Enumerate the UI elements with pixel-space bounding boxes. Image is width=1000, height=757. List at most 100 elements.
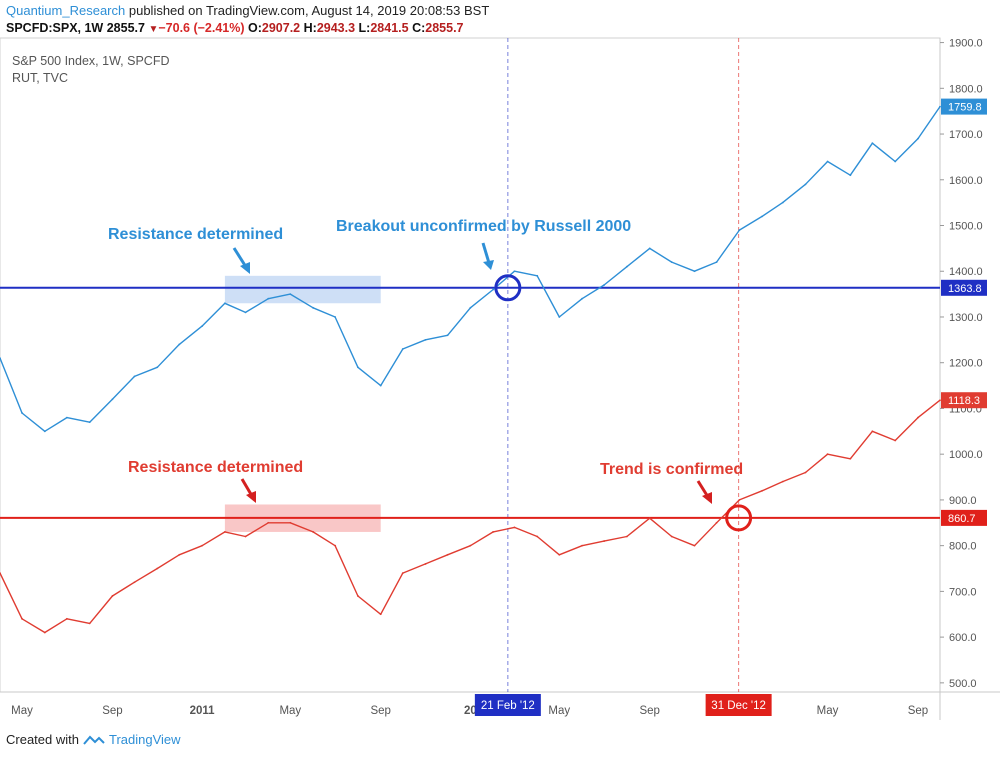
data-point-rut bbox=[492, 531, 495, 533]
data-point-spx bbox=[781, 201, 784, 204]
data-point-rut bbox=[133, 581, 136, 584]
data-point-rut bbox=[939, 399, 941, 402]
arrow-breakout bbox=[481, 242, 491, 264]
annotation-resistance-red: Resistance determined bbox=[128, 459, 303, 476]
data-point-spx bbox=[201, 325, 204, 328]
data-point-rut bbox=[917, 416, 919, 419]
last-tag-bg-spx bbox=[941, 98, 987, 115]
data-point-spx bbox=[223, 302, 226, 305]
data-point-rut bbox=[334, 544, 337, 547]
y-tick-label: 1900.0 bbox=[949, 38, 983, 50]
y-tick-label: 1800.0 bbox=[949, 83, 983, 95]
x-tick-label: May bbox=[817, 705, 839, 717]
footer: Created with TradingView bbox=[6, 732, 181, 747]
data-point-rut bbox=[849, 457, 852, 460]
last-tag-rut: 1118.3 bbox=[948, 395, 980, 407]
plot-area[interactable] bbox=[0, 37, 941, 693]
y-tick-label: 900.0 bbox=[949, 495, 977, 507]
x-tick-label: Sep bbox=[102, 705, 122, 717]
date-marker-bg-1 bbox=[474, 694, 541, 716]
data-point-spx bbox=[357, 366, 359, 369]
data-point-spx bbox=[917, 137, 919, 140]
data-point-rut bbox=[88, 622, 91, 625]
price-change: −70.6 (−2.41%) bbox=[158, 21, 245, 35]
y-tick-label: 1300.0 bbox=[949, 312, 983, 324]
data-point-spx bbox=[312, 306, 314, 309]
author-link[interactable]: Quantium_Research bbox=[6, 3, 126, 18]
data-point-rut bbox=[379, 613, 382, 616]
data-point-spx bbox=[648, 247, 651, 250]
last-tag-bg-rut bbox=[941, 392, 987, 409]
data-point-spx bbox=[492, 288, 495, 291]
data-point-rut bbox=[648, 517, 651, 520]
data-point-rut bbox=[469, 544, 472, 547]
low-value: 2841.5 bbox=[370, 21, 409, 35]
data-point-rut bbox=[357, 595, 359, 597]
data-point-rut bbox=[201, 544, 204, 547]
high-value: 2943.3 bbox=[316, 21, 356, 35]
data-point-spx bbox=[894, 160, 897, 163]
data-point-spx bbox=[446, 334, 449, 337]
data-point-spx bbox=[469, 306, 472, 309]
date-marker-bg-2 bbox=[705, 694, 772, 716]
x-tick-label: May bbox=[548, 705, 570, 717]
data-point-rut bbox=[894, 439, 897, 442]
legend-spx[interactable]: S&P 500 Index, 1W, SPCFD bbox=[12, 54, 169, 68]
data-point-rut bbox=[826, 453, 829, 456]
low-label: L: bbox=[358, 21, 371, 35]
annotation-resistance-blue: Resistance determined bbox=[108, 226, 283, 243]
level-tag-bg-spx bbox=[941, 279, 987, 296]
y-tick-label: 1700.0 bbox=[949, 129, 983, 141]
data-point-spx bbox=[715, 261, 718, 263]
data-point-rut bbox=[738, 499, 741, 501]
data-point-spx bbox=[871, 142, 874, 145]
data-point-spx bbox=[178, 343, 181, 346]
symbol-label: SPCFD:SPX, 1W bbox=[6, 21, 104, 35]
data-point-spx bbox=[558, 316, 561, 318]
x-tick-label: May bbox=[279, 705, 301, 717]
data-point-spx bbox=[738, 229, 741, 231]
close-value: 2855.7 bbox=[425, 21, 464, 35]
last-price: 2855.7 bbox=[106, 21, 145, 35]
data-point-spx bbox=[939, 105, 941, 108]
data-point-spx bbox=[133, 375, 136, 378]
open-label: O: bbox=[248, 21, 262, 35]
x-tick-label: Sep bbox=[908, 705, 928, 717]
data-point-rut bbox=[715, 521, 718, 524]
x-tick-label: May bbox=[11, 705, 33, 717]
close-label: C: bbox=[412, 21, 426, 35]
data-point-rut bbox=[761, 489, 764, 492]
data-point-rut bbox=[111, 595, 114, 597]
annotation-breakout: Breakout unconfirmed by Russell 2000 bbox=[336, 218, 631, 235]
data-point-spx bbox=[289, 293, 292, 296]
data-point-spx bbox=[670, 261, 673, 263]
y-tick-label: 600.0 bbox=[949, 632, 977, 644]
data-point-spx bbox=[626, 265, 628, 268]
level-tag-spx: 1363.8 bbox=[948, 283, 982, 295]
data-point-spx bbox=[88, 421, 91, 424]
data-point-spx bbox=[244, 311, 247, 314]
data-point-rut bbox=[289, 521, 292, 524]
tradingview-brand[interactable]: TradingView bbox=[108, 732, 181, 747]
data-point-spx bbox=[111, 398, 114, 401]
annotation-trend: Trend is confirmed bbox=[600, 461, 743, 478]
y-tick-label: 1400.0 bbox=[949, 266, 983, 278]
data-point-spx bbox=[379, 384, 382, 387]
y-tick-label: 1200.0 bbox=[949, 358, 983, 370]
data-point-spx bbox=[65, 416, 68, 419]
published-text: published on TradingView.com, August 14,… bbox=[128, 3, 490, 18]
data-point-rut bbox=[65, 617, 68, 620]
data-point-rut bbox=[43, 631, 46, 634]
data-point-rut bbox=[626, 535, 628, 538]
data-point-spx bbox=[804, 183, 807, 186]
data-point-rut bbox=[244, 535, 247, 538]
data-point-spx bbox=[43, 430, 46, 433]
legend-rut[interactable]: RUT, TVC bbox=[12, 71, 68, 85]
y-tick-label: 500.0 bbox=[949, 678, 977, 690]
down-triangle-icon: ▼ bbox=[148, 24, 159, 35]
data-point-spx bbox=[826, 160, 829, 163]
data-point-spx bbox=[267, 297, 270, 300]
data-point-spx bbox=[21, 412, 23, 414]
data-point-spx bbox=[156, 366, 159, 369]
